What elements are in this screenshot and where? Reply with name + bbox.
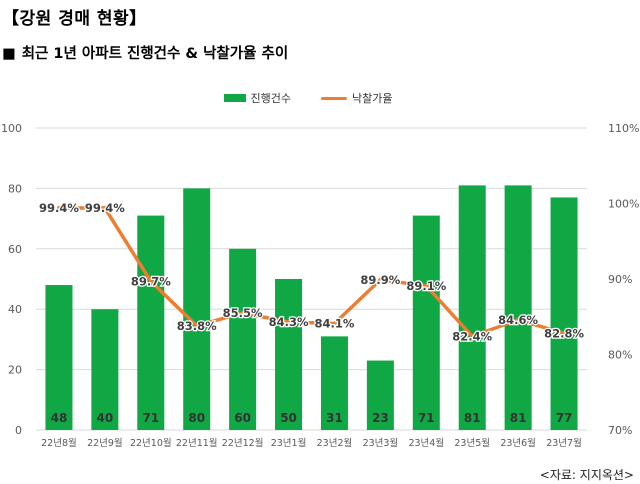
x-tick-label: 22년10월 [130,437,172,449]
line-point [102,206,107,211]
x-tick-label: 23년1월 [271,437,307,449]
bar-value-label: 60 [234,411,251,425]
bar-23년5월 [458,185,486,430]
x-tick-label: 23년7월 [546,437,582,449]
line-point [378,277,383,282]
y-left-tick-label: 40 [8,303,22,316]
line-series-nakchalgayul [57,206,566,339]
x-tick-label: 22년11월 [176,437,218,449]
y-right-tick-label: 70% [608,424,632,437]
line-value-label: 82.8% [544,326,584,340]
bar-value-label: 71 [418,411,435,425]
bar-value-label: 40 [97,411,114,425]
bar-22년9월 [91,309,119,430]
chart-subtitle: ■ 최근 1년 아파트 진행건수 & 낙찰가율 추이 [2,42,288,63]
bar-value-label: 80 [188,411,205,425]
bar-23년1월 [275,279,303,430]
bar-22년11월 [183,188,211,430]
line-value-label: 85.5% [223,306,263,320]
y-left-tick-label: 100 [1,122,22,135]
bar-value-label: 81 [464,411,481,425]
bar-value-label: 31 [326,411,343,425]
bar-value-label: 48 [51,411,68,425]
y-right-tick-label: 110% [608,122,639,135]
x-tick-label: 23년5월 [454,437,490,449]
bar-value-label: 77 [556,411,573,425]
line-point [470,334,475,339]
line-value-label: 84.6% [498,313,538,327]
legend-bar-swatch [223,94,246,102]
line-point [148,279,153,284]
x-tick-label: 22년9월 [87,437,123,449]
line-value-label: 89.9% [360,273,400,287]
chart-legend: 진행건수 낙찰가율 [0,90,628,106]
line-point [332,321,337,326]
bar-value-label: 23 [372,411,389,425]
bar-value-label: 71 [142,411,159,425]
line-point [286,320,291,325]
bar-23년3월 [366,360,394,430]
line-value-label: 89.7% [131,274,171,288]
line-point [56,206,61,211]
bar-23년4월 [412,215,440,430]
line-value-label: 84.1% [315,317,355,331]
bar-22년12월 [229,248,257,430]
bar-value-label: 50 [280,411,297,425]
square-bullet-icon: ■ [2,46,16,62]
x-tick-label: 22년8월 [41,437,77,449]
bar-22년10월 [137,215,165,430]
legend-bar-label: 진행건수 [250,92,291,105]
line-point [240,310,245,315]
bar-23년7월 [550,197,578,430]
page-title: 【강원 경매 현황】 [2,9,147,29]
legend-line-swatch [321,96,347,100]
bar-22년8월 [45,285,73,430]
line-value-label: 83.8% [177,319,217,333]
source-note: <자료: 지지옥션> [539,468,634,482]
bar-23년2월 [320,336,348,430]
line-value-label: 84.3% [269,315,309,329]
line-value-label: 89.1% [406,279,446,293]
y-left-tick-label: 0 [15,424,22,437]
y-left-tick-label: 80 [8,182,22,195]
chart-subtitle-text: 최근 1년 아파트 진행건수 & 낙찰가율 추이 [21,46,289,62]
x-tick-label: 23년2월 [317,437,353,449]
legend-item-bar: 진행건수 [223,90,291,106]
y-right-tick-label: 80% [608,349,632,362]
line-point [194,323,199,328]
bar-23년6월 [504,185,532,430]
legend-item-line: 낙찰가율 [321,90,392,106]
x-tick-label: 23년4월 [408,437,444,449]
y-right-tick-label: 90% [608,273,632,286]
y-left-tick-label: 60 [8,243,22,256]
line-value-label: 82.4% [452,329,492,343]
bar-value-label: 81 [510,411,527,425]
y-right-tick-label: 100% [608,198,639,211]
line-point [516,317,521,322]
x-tick-label: 23년3월 [363,437,399,449]
line-value-label: 99.4% [85,201,125,215]
y-left-tick-label: 20 [8,364,22,377]
x-tick-label: 22년12월 [222,437,264,449]
line-value-label: 99.4% [39,201,79,215]
legend-line-label: 낙찰가율 [352,92,393,105]
line-point [424,283,429,288]
line-point [562,331,567,336]
x-tick-label: 23년6월 [500,437,536,449]
